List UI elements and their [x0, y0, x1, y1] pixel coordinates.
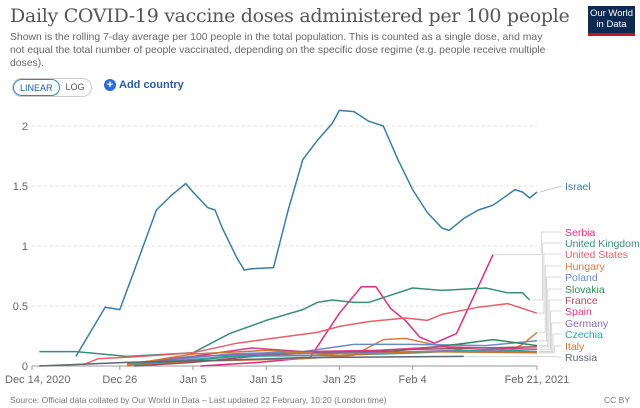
owid-logo[interactable]: Our World in Data — [588, 6, 635, 36]
x-tick-label: Feb 4 — [399, 374, 427, 386]
logo-text: Our World in Data — [589, 8, 634, 30]
add-country-label: Add country — [119, 79, 184, 91]
legend-connector — [539, 288, 562, 346]
chart-title: Daily COVID-19 vaccine doses administere… — [10, 5, 570, 27]
legend-label: Hungary — [565, 261, 605, 273]
legend-label: Germany — [565, 318, 609, 330]
legend-connector — [465, 356, 562, 358]
legend-label: Russia — [565, 352, 597, 364]
legend-connector — [539, 345, 562, 354]
legend-label: Slovakia — [565, 284, 605, 296]
scale-toggle: LINEAR LOG — [12, 78, 92, 97]
legend-connector — [539, 265, 562, 333]
source-note: Source: Official data collated by Our Wo… — [10, 395, 387, 405]
log-button[interactable]: LOG — [65, 82, 85, 92]
chart-subtitle: Shown is the rolling 7-day average per 1… — [10, 32, 546, 69]
x-tick-label: Jan 5 — [180, 374, 207, 386]
legend-connector — [539, 276, 562, 342]
series-line-poland — [134, 340, 538, 365]
add-country-button[interactable]: + Add country — [104, 79, 184, 91]
legend-connector — [539, 253, 562, 314]
linear-button[interactable]: LINEAR — [13, 79, 60, 96]
x-tick-label: Feb 21, 2021 — [505, 374, 570, 386]
series-line-italy — [126, 349, 538, 366]
series-line-israel — [75, 109, 538, 357]
x-tick-label: Dec 26 — [102, 374, 137, 386]
y-tick-label: 0.5 — [13, 301, 28, 313]
legend-connector — [539, 185, 563, 193]
legend-label: Serbia — [565, 227, 596, 239]
plus-circle-icon: + — [104, 79, 116, 91]
y-tick-label: 1 — [22, 241, 28, 253]
series-line-russia — [39, 355, 464, 367]
legend-label: Spain — [565, 306, 592, 318]
series-line-united-states — [82, 302, 538, 366]
x-tick-label: Jan 25 — [323, 374, 356, 386]
legend-label: Poland — [565, 272, 598, 284]
y-tick-label: 1.5 — [13, 181, 28, 193]
legend-label: United States — [565, 249, 628, 261]
legend-label: Italy — [565, 341, 585, 353]
legend-label: Israel — [565, 181, 591, 193]
y-tick-label: 0 — [22, 361, 28, 373]
legend-label: France — [565, 295, 598, 307]
x-tick-label: Jan 15 — [250, 374, 283, 386]
x-tick-label: Dec 14, 2020 — [5, 374, 70, 386]
legend-connector — [495, 231, 562, 255]
series-line-united-kingdom — [39, 287, 531, 358]
legend-connector — [539, 333, 562, 352]
legend-connector — [539, 310, 562, 350]
y-tick-label: 2 — [22, 121, 28, 133]
legend-label: United Kingdom — [565, 238, 640, 250]
legend-connector — [531, 242, 562, 301]
legend-label: Czechia — [565, 329, 603, 341]
license-link[interactable]: CC BY — [604, 395, 630, 405]
legend-connector — [539, 299, 562, 348]
